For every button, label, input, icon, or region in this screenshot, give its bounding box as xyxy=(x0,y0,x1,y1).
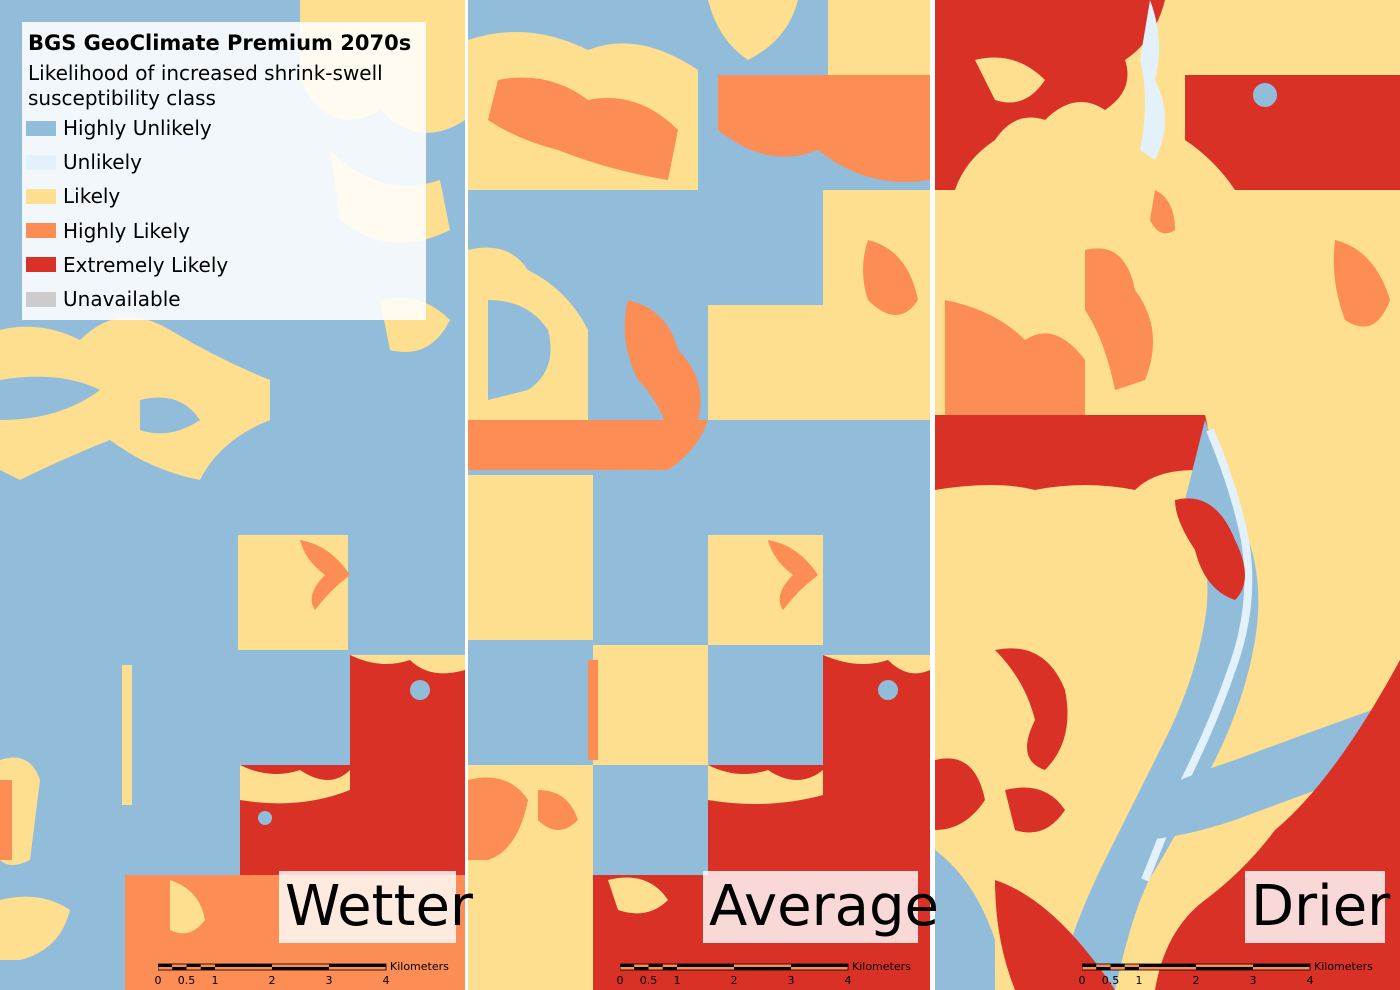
scale-tick-label: 2 xyxy=(1192,974,1200,987)
scale-tick-label: 0 xyxy=(1078,974,1086,987)
highly-likely-area xyxy=(945,300,1085,420)
legend-swatch xyxy=(26,188,56,204)
legend-swatch xyxy=(26,291,56,307)
scale-bar-average: Kilometers 0 0.5 1 2 3 4 xyxy=(616,960,920,990)
legend-swatch xyxy=(26,120,56,136)
highly-likely-area xyxy=(468,777,528,860)
scale-tick-label: 0 xyxy=(154,974,162,987)
legend-label: Unavailable xyxy=(63,287,181,312)
scale-tick-label: 3 xyxy=(787,974,795,987)
scale-tick-label: 2 xyxy=(268,974,276,987)
likely-area xyxy=(0,317,270,480)
legend-swatch xyxy=(26,257,56,273)
legend-item: Unlikely xyxy=(26,145,422,179)
scenario-label-average: Average xyxy=(703,871,939,943)
scale-tick-label: 0.5 xyxy=(177,974,196,987)
scale-tick-label: 4 xyxy=(844,974,852,987)
legend-items: Highly Unlikely Unlikely Likely Highly Like… xyxy=(26,111,422,316)
likely-area xyxy=(593,645,708,765)
map-legend: BGS GeoClimate Premium 2070s Likelihood … xyxy=(22,22,426,320)
legend-item: Extremely Likely xyxy=(26,248,422,282)
legend-subtitle: Likelihood of increased shrink-swell sus… xyxy=(28,61,383,110)
likely-area xyxy=(238,535,348,650)
legend-swatch xyxy=(26,223,56,239)
scale-tick-label: 0.5 xyxy=(1101,974,1120,987)
likely-area xyxy=(468,475,593,640)
scale-tick-label: 4 xyxy=(382,974,390,987)
scale-bar-graphic xyxy=(620,963,849,971)
legend-label: Likely xyxy=(63,184,121,209)
extremely-likely-area xyxy=(995,648,1068,770)
extremely-likely-area xyxy=(1175,498,1245,600)
scale-tick-label: 3 xyxy=(325,974,333,987)
scale-tick-label: 2 xyxy=(730,974,738,987)
likely-area xyxy=(0,896,70,960)
legend-label: Highly Likely xyxy=(63,218,190,243)
extremely-likely-area xyxy=(935,0,1165,190)
scale-tick-label: 4 xyxy=(1306,974,1314,987)
legend-item: Highly Likely xyxy=(26,214,422,248)
extremely-likely-area xyxy=(935,415,1209,490)
highly-likely-area xyxy=(468,420,708,470)
scenario-label-wetter: Wetter xyxy=(279,871,473,943)
scale-bar-wetter: Kilometers 0 0.5 1 2 3 4 xyxy=(154,960,458,990)
highly-likely-area xyxy=(300,540,350,610)
likely-area xyxy=(708,535,823,645)
legend-label: Extremely Likely xyxy=(63,252,229,277)
highly-likely-area xyxy=(718,75,930,182)
legend-item: Likely xyxy=(26,179,422,213)
scale-tick-label: 1 xyxy=(1135,974,1143,987)
scale-tick-label: 1 xyxy=(211,974,219,987)
map-panel-drier xyxy=(935,0,1400,990)
legend-title: BGS GeoClimate Premium 2070s xyxy=(28,31,412,55)
likely-area xyxy=(708,0,798,60)
scale-unit-label: Kilometers xyxy=(852,960,911,973)
scale-bar-graphic xyxy=(1082,963,1311,971)
highly-likely-area xyxy=(624,300,701,430)
highly-likely-area xyxy=(488,77,678,180)
scale-tick-label: 0 xyxy=(616,974,624,987)
unlikely-area xyxy=(1140,0,1165,160)
scale-tick-label: 1 xyxy=(673,974,681,987)
scenario-label-drier: Drier xyxy=(1245,871,1390,943)
map-average-canvas xyxy=(468,0,930,990)
extremely-likely-area xyxy=(1185,75,1400,190)
scale-tick-label: 0.5 xyxy=(639,974,658,987)
legend-item: Highly Unlikely xyxy=(26,111,422,145)
legend-label: Unlikely xyxy=(63,150,142,175)
scale-unit-label: Kilometers xyxy=(1314,960,1373,973)
scale-tick-label: 3 xyxy=(1249,974,1257,987)
legend-item: Unavailable xyxy=(26,282,422,316)
legend-label: Highly Unlikely xyxy=(63,116,212,141)
legend-swatch xyxy=(26,154,56,170)
map-drier-canvas xyxy=(935,0,1400,990)
map-panel-average xyxy=(468,0,930,990)
scale-unit-label: Kilometers xyxy=(390,960,449,973)
highly-likely-area xyxy=(863,240,918,315)
scale-bar-graphic xyxy=(158,963,387,971)
highly-likely-area xyxy=(1085,248,1153,390)
highly-likely-area xyxy=(1333,240,1390,327)
scale-bar-drier: Kilometers 0 0.5 1 2 3 4 xyxy=(1078,960,1382,990)
